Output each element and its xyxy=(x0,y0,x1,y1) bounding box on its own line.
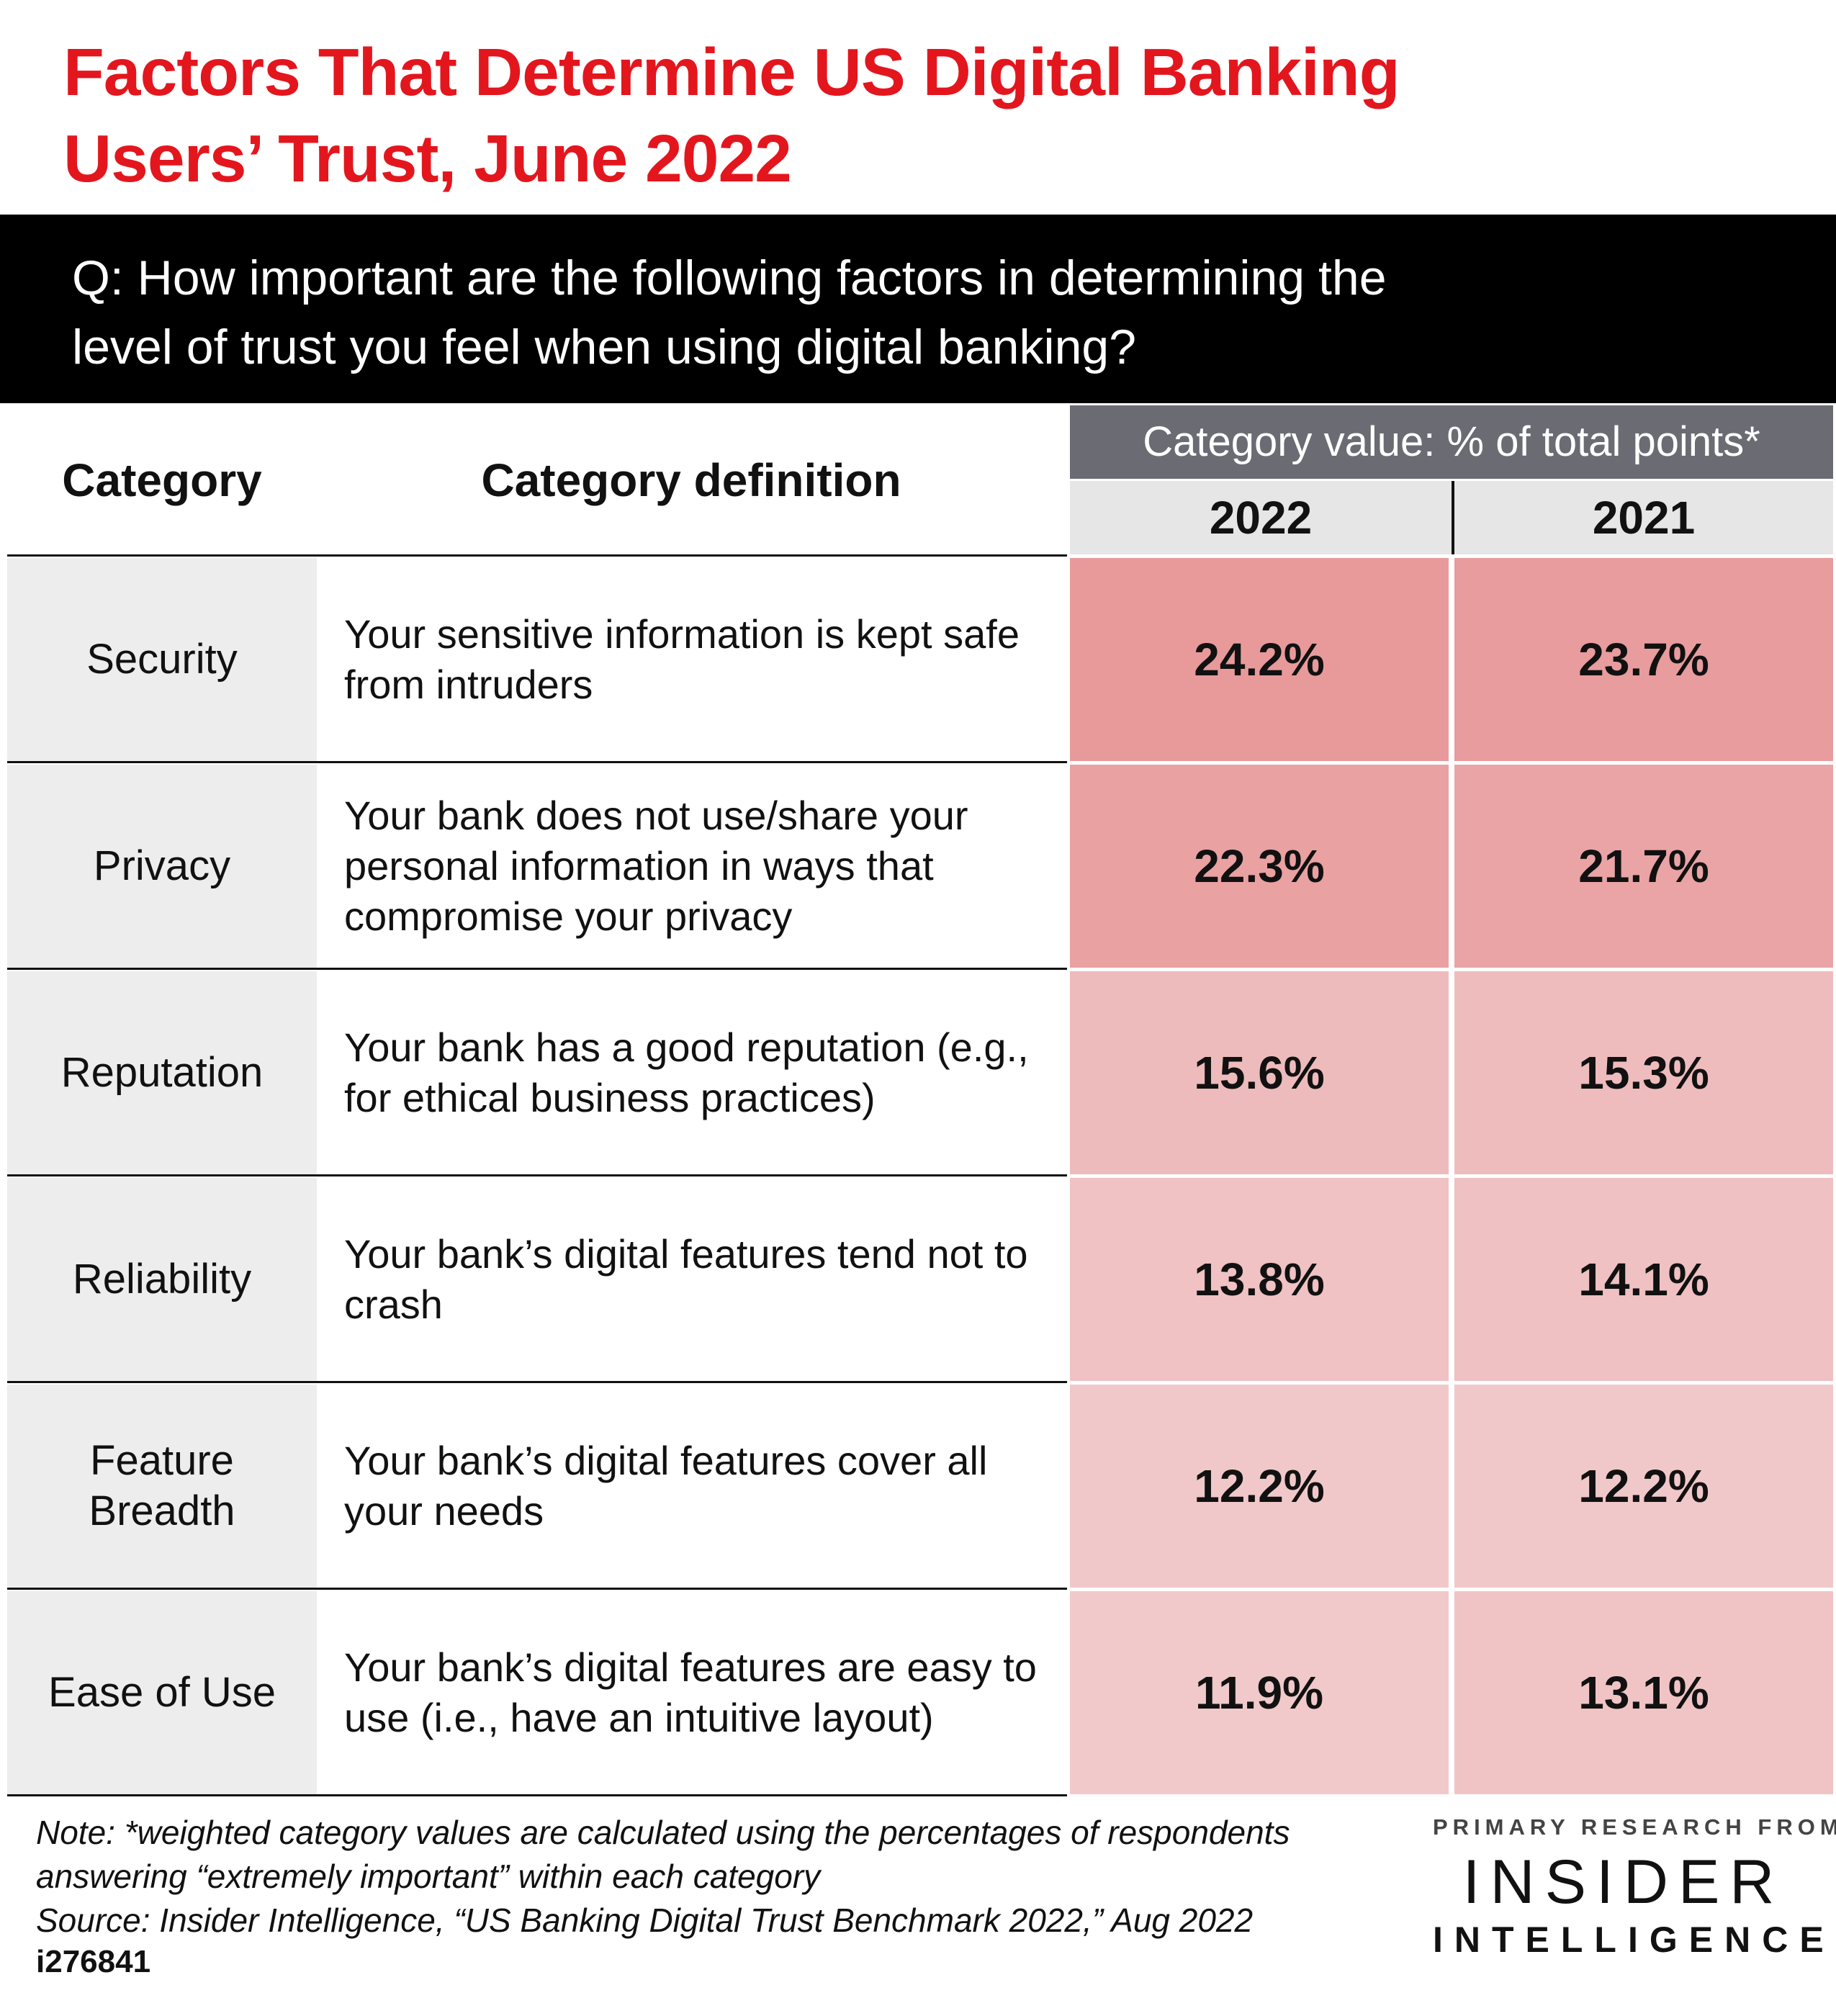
cell-category: Reliability xyxy=(7,1178,317,1381)
chart-title-line-1: Factors That Determine US Digital Bankin… xyxy=(63,35,1400,109)
survey-question: Q: How important are the following facto… xyxy=(72,243,1800,382)
chart-title: Factors That Determine US Digital Bankin… xyxy=(63,29,1719,202)
header-category: Category xyxy=(62,454,262,506)
cell-definition-text: Your sensitive information is kept safe … xyxy=(344,611,1020,707)
table-row: Ease of Use Your bank’s digital features … xyxy=(0,1591,1836,1794)
cell-category: Security xyxy=(7,558,317,761)
footnote-note-line-1: Note: *weighted category values are calc… xyxy=(36,1814,1290,1851)
row-rule xyxy=(7,968,1067,970)
row-rule xyxy=(7,761,1067,763)
footnote-note-line-2: answering “extremely important” within e… xyxy=(36,1858,821,1895)
header-year-band: 2022 2021 xyxy=(1070,481,1833,554)
chart-id: i276841 xyxy=(36,1944,151,1979)
footnote: Note: *weighted category values are calc… xyxy=(36,1811,1404,1943)
header-category-value: Category value: % of total points* xyxy=(1143,418,1760,465)
header-value-band: Category value: % of total points* xyxy=(1070,405,1833,479)
cell-value-2022: 11.9% xyxy=(1070,1591,1449,1794)
brand-sub-text: INTELLIGENCE xyxy=(1433,1920,1835,1960)
row-rule xyxy=(7,1794,1067,1796)
cell-category-label: Reliability xyxy=(72,1256,252,1302)
cell-value-2021: 15.3% xyxy=(1454,971,1833,1174)
header-year-2022: 2022 xyxy=(1209,492,1313,544)
cell-definition: Your bank does not use/share your person… xyxy=(344,765,1064,968)
cell-definition-text: Your bank’s digital features tend not to… xyxy=(344,1231,1028,1327)
cell-category-label: Reputation xyxy=(60,1049,264,1096)
table-row: Reliability Your bank’s digital features … xyxy=(0,1178,1836,1381)
cell-definition: Your bank has a good reputation (e.g., f… xyxy=(344,971,1064,1174)
question-banner: Q: How important are the following facto… xyxy=(0,215,1836,403)
cell-definition-text: Your bank’s digital features are easy to… xyxy=(344,1644,1037,1740)
cell-definition: Your bank’s digital features are easy to… xyxy=(344,1591,1064,1794)
cell-value-2022: 12.2% xyxy=(1070,1385,1449,1588)
survey-question-line-2: level of trust you feel when using digit… xyxy=(72,320,1137,374)
cell-category: Feature Breadth xyxy=(7,1385,317,1588)
row-rule xyxy=(7,1381,1067,1383)
cell-category-label: Feature Breadth xyxy=(89,1437,235,1534)
brand-top-text: PRIMARY RESEARCH FROM xyxy=(1433,1814,1836,1840)
row-rule xyxy=(7,1174,1067,1176)
chart-title-line-2: Users’ Trust, June 2022 xyxy=(63,121,792,196)
cell-category-label: Ease of Use xyxy=(48,1669,276,1716)
cell-value-2022: 13.8% xyxy=(1070,1178,1449,1381)
cell-value-2022: 22.3% xyxy=(1070,765,1449,968)
cell-category-label: Security xyxy=(86,636,238,683)
cell-definition: Your sensitive information is kept safe … xyxy=(344,558,1064,761)
table-row: Reputation Your bank has a good reputatio… xyxy=(0,971,1836,1174)
cell-value-2021: 13.1% xyxy=(1454,1591,1833,1794)
header-category-definition: Category definition xyxy=(481,454,901,506)
year-divider xyxy=(1452,481,1454,554)
cell-definition-text: Your bank does not use/share your person… xyxy=(344,793,968,939)
cell-value-2022: 24.2% xyxy=(1070,558,1449,761)
cell-category: Reputation xyxy=(7,971,317,1174)
cell-category: Ease of Use xyxy=(7,1591,317,1794)
cell-definition: Your bank’s digital features tend not to… xyxy=(344,1178,1064,1381)
cell-value-2022: 15.6% xyxy=(1070,971,1449,1174)
cell-definition: Your bank’s digital features cover all y… xyxy=(344,1385,1064,1588)
footnote-source: Source: Insider Intelligence, “US Bankin… xyxy=(36,1902,1254,1939)
row-rule xyxy=(7,1588,1067,1590)
brand-main-text: INSIDER xyxy=(1462,1848,1785,1917)
cell-definition-text: Your bank has a good reputation (e.g., f… xyxy=(344,1025,1029,1120)
cell-value-2021: 21.7% xyxy=(1454,765,1833,968)
cell-category: Privacy xyxy=(7,765,317,968)
survey-question-line-1: Q: How important are the following facto… xyxy=(72,251,1387,305)
brand-logo: PRIMARY RESEARCH FROM INSIDER INTELLIGEN… xyxy=(1433,1814,1836,1961)
cell-definition-text: Your bank’s digital features cover all y… xyxy=(344,1438,988,1534)
table-row: Security Your sensitive information is ke… xyxy=(0,558,1836,761)
cell-value-2021: 12.2% xyxy=(1454,1385,1833,1588)
cell-category-label: Privacy xyxy=(93,842,231,889)
cell-value-2021: 14.1% xyxy=(1454,1178,1833,1381)
header-rule xyxy=(7,554,1067,557)
header-year-2021: 2021 xyxy=(1592,492,1696,544)
cell-value-2021: 23.7% xyxy=(1454,558,1833,761)
table-row: Feature Breadth Your bank’s digital featu… xyxy=(0,1385,1836,1588)
table-row: Privacy Your bank does not use/share your… xyxy=(0,765,1836,968)
